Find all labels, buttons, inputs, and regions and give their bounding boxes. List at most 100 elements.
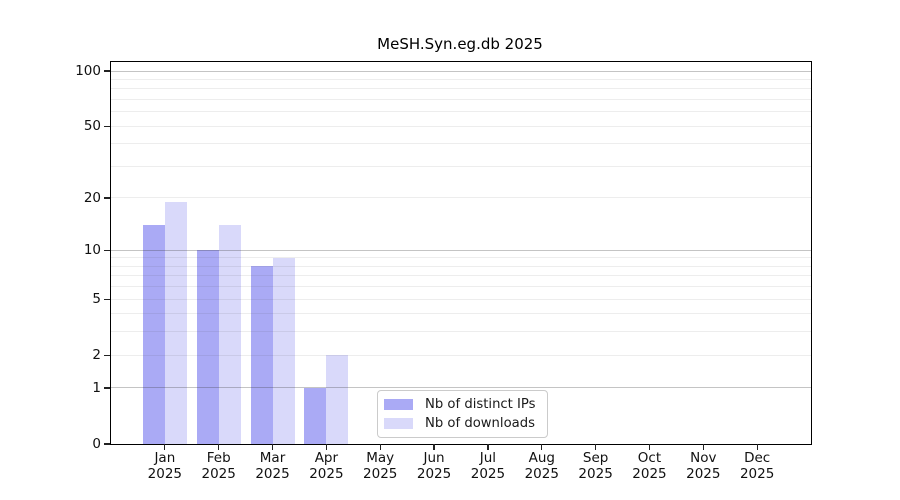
bar-distinct-ips (250, 266, 273, 444)
x-label-year: 2025 (632, 466, 667, 482)
bar-distinct-ips (304, 387, 327, 444)
x-axis-tick (433, 444, 435, 450)
x-label-year: 2025 (309, 466, 344, 482)
gridline-minor (111, 265, 811, 267)
y-axis-tick-label: 20 (83, 189, 101, 206)
legend-swatch-distinct-ips (384, 399, 413, 410)
x-axis-tick-label: Oct 2025 (617, 450, 681, 482)
bar-downloads (272, 257, 295, 444)
x-axis-tick (595, 444, 597, 450)
gridline-minor (111, 111, 811, 113)
gridline-minor (111, 331, 811, 333)
y-axis-tick (104, 249, 110, 251)
bar-distinct-ips (142, 225, 165, 444)
x-axis-tick-label: Jun 2025 (402, 450, 466, 482)
y-axis-tick (104, 298, 110, 300)
x-label-month: Dec (744, 450, 771, 466)
bar-distinct-ips (196, 250, 219, 444)
x-label-month: Mar (259, 450, 286, 466)
x-axis-tick-label: May 2025 (348, 450, 412, 482)
x-axis-tick (702, 444, 704, 450)
x-axis-tick (756, 444, 758, 450)
bar-downloads (164, 201, 187, 444)
x-label-month: Sep (582, 450, 609, 466)
x-axis-tick-label: Sep 2025 (564, 450, 628, 482)
x-label-month: Jul (479, 450, 497, 466)
gridline-major (111, 70, 811, 72)
chart-title: MeSH.Syn.eg.db 2025 (377, 35, 543, 53)
legend-swatch-downloads (384, 418, 413, 429)
x-label-year: 2025 (578, 466, 613, 482)
x-label-year: 2025 (147, 466, 183, 482)
x-axis-tick-label: Nov 2025 (671, 450, 735, 482)
x-axis-tick-label: Jul 2025 (456, 450, 520, 482)
x-axis-tick (164, 444, 166, 450)
x-axis-tick-label: Mar 2025 (241, 450, 305, 482)
legend: Nb of distinct IPs Nb of downloads (377, 390, 548, 438)
y-axis-tick (104, 387, 110, 389)
x-axis-tick-label: Apr 2025 (294, 450, 358, 482)
x-axis-tick (218, 444, 220, 450)
x-label-year: 2025 (201, 466, 236, 482)
y-axis-tick-label: 50 (83, 118, 101, 135)
y-axis-tick (104, 354, 110, 356)
x-axis-tick (271, 444, 274, 450)
gridline-minor (111, 257, 811, 259)
x-axis-tick (325, 444, 327, 450)
gridline-minor (111, 99, 811, 101)
y-axis-tick (104, 125, 110, 127)
x-label-month: Jun (423, 450, 445, 466)
y-axis-tick-label: 5 (92, 291, 101, 308)
x-label-year: 2025 (686, 466, 721, 482)
x-label-month: Oct (637, 450, 662, 466)
legend-label-downloads: Nb of downloads (425, 416, 535, 431)
bar-downloads (218, 225, 241, 444)
y-axis-tick-label: 2 (92, 347, 101, 364)
gridline-minor (111, 78, 811, 80)
gridline-major (111, 249, 811, 251)
gridline-minor (111, 354, 811, 356)
gridline-minor (111, 166, 811, 167)
gridline-minor (111, 275, 811, 277)
gridline-minor (111, 313, 811, 315)
y-axis-tick (104, 443, 110, 445)
y-axis-tick-label: 100 (75, 63, 101, 80)
gridline-minor (111, 88, 811, 90)
legend-item-distinct-ips: Nb of distinct IPs (384, 396, 536, 413)
x-label-year: 2025 (416, 466, 452, 482)
gridline-minor (111, 143, 811, 145)
x-label-year: 2025 (363, 466, 398, 482)
gridline-minor (111, 125, 811, 127)
x-axis-tick (541, 444, 543, 450)
x-label-year: 2025 (739, 466, 775, 482)
gridline-minor (111, 286, 811, 288)
gridline-major (111, 387, 811, 389)
x-axis-tick (648, 444, 651, 450)
x-label-month: May (366, 450, 395, 466)
x-axis-tick (487, 444, 489, 450)
x-label-month: Jan (154, 450, 176, 466)
x-label-year: 2025 (524, 466, 559, 482)
gridline-minor (111, 197, 811, 199)
x-axis-tick-label: Dec 2025 (725, 450, 789, 482)
x-axis-tick-label: Feb 2025 (187, 450, 251, 482)
x-axis-tick-label: Aug 2025 (510, 450, 574, 482)
y-axis-tick (104, 70, 110, 72)
x-label-month: Apr (314, 450, 339, 466)
x-label-month: Feb (206, 450, 231, 466)
x-axis-tick-label: Jan 2025 (133, 450, 197, 482)
bar-downloads (326, 355, 349, 444)
gridline-minor (111, 298, 811, 300)
y-axis-tick-label: 0 (92, 436, 101, 452)
y-axis-tick-label: 10 (83, 242, 101, 259)
x-label-month: Nov (690, 450, 717, 466)
plot-area: 0 1 2 5 10 20 50 100 Jan 2025 Feb 2025 Mar 2025 Apr 202… (75, 61, 812, 482)
x-label-year: 2025 (255, 466, 290, 482)
y-axis-tick-label: 1 (92, 379, 101, 396)
x-label-month: Aug (528, 450, 555, 466)
x-axis-tick (379, 444, 381, 450)
y-axis-tick (104, 197, 110, 199)
x-label-year: 2025 (470, 466, 506, 482)
legend-item-downloads: Nb of downloads (384, 415, 536, 432)
